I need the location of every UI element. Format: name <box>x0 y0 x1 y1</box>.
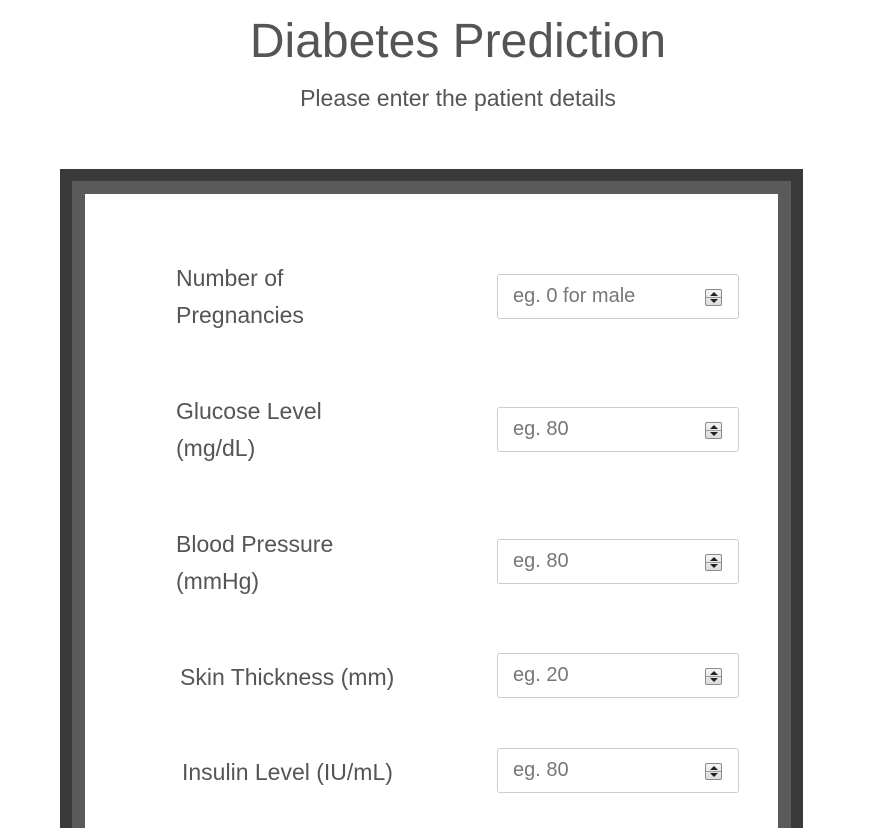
number-spinner-icon[interactable] <box>705 289 722 306</box>
glucose-input[interactable] <box>498 408 698 451</box>
spinner-down-arrow-icon[interactable] <box>710 299 718 303</box>
blood-pressure-label: Blood Pressure (mmHg) <box>176 526 436 600</box>
form-frame-corner <box>791 169 803 181</box>
spinner-up-arrow-icon[interactable] <box>710 671 718 675</box>
spinner-divider <box>706 771 721 772</box>
glucose-field[interactable] <box>497 407 739 452</box>
pregnancies-field[interactable] <box>497 274 739 319</box>
insulin-label: Insulin Level (IU/mL) <box>182 759 393 785</box>
glucose-label: Glucose Level (mg/dL) <box>176 393 436 467</box>
page-title: Diabetes Prediction <box>249 15 667 68</box>
patient-form: Number of Pregnancies Glucose Level (mg/… <box>85 194 778 828</box>
number-spinner-icon[interactable] <box>705 422 722 439</box>
blood-pressure-field[interactable] <box>497 539 739 584</box>
spinner-up-arrow-icon[interactable] <box>710 292 718 296</box>
number-spinner-icon[interactable] <box>705 554 722 571</box>
glucose-label-line1: Glucose Level <box>176 398 322 424</box>
pregnancies-label-line1: Number of <box>176 265 284 291</box>
spinner-down-arrow-icon[interactable] <box>710 678 718 682</box>
spinner-down-arrow-icon[interactable] <box>710 564 718 568</box>
spinner-up-arrow-icon[interactable] <box>710 557 718 561</box>
spinner-divider <box>706 562 721 563</box>
glucose-label-line2: (mg/dL) <box>176 435 256 461</box>
spinner-up-arrow-icon[interactable] <box>710 425 718 429</box>
spinner-divider <box>706 676 721 677</box>
blood-pressure-label-line1: Blood Pressure <box>176 531 334 557</box>
blood-pressure-label-line2: (mmHg) <box>176 568 260 594</box>
blood-pressure-input[interactable] <box>498 540 698 583</box>
number-spinner-icon[interactable] <box>705 763 722 780</box>
spinner-divider <box>706 430 721 431</box>
skin-thickness-label: Skin Thickness (mm) <box>180 664 395 690</box>
pregnancies-label-line2: Pregnancies <box>176 302 304 328</box>
insulin-input[interactable] <box>498 749 698 792</box>
spinner-down-arrow-icon[interactable] <box>710 432 718 436</box>
skin-thickness-input[interactable] <box>498 654 698 697</box>
pregnancies-input[interactable] <box>498 275 698 318</box>
pregnancies-label: Number of Pregnancies <box>176 260 436 334</box>
insulin-field[interactable] <box>497 748 739 793</box>
page-subtitle: Please enter the patient details <box>300 85 616 111</box>
spinner-down-arrow-icon[interactable] <box>710 773 718 777</box>
spinner-up-arrow-icon[interactable] <box>710 766 718 770</box>
spinner-divider <box>706 297 721 298</box>
skin-thickness-field[interactable] <box>497 653 739 698</box>
number-spinner-icon[interactable] <box>705 668 722 685</box>
